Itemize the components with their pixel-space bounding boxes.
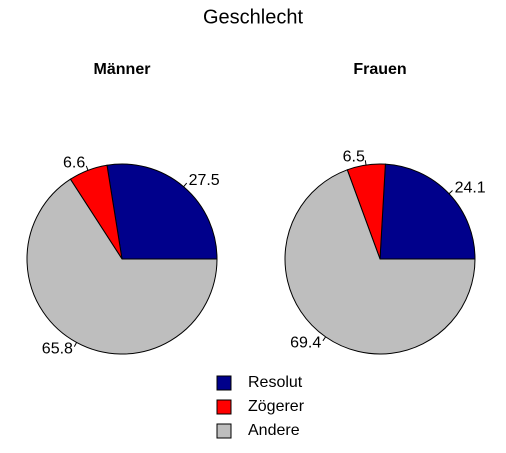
label-tick (183, 182, 188, 188)
slice-label: 24.1 (455, 180, 486, 197)
label-tick (85, 165, 89, 171)
slice-label: 65.8 (42, 340, 73, 357)
legend-swatch (216, 399, 232, 415)
slice-label: 27.5 (189, 172, 220, 189)
pie-slice (106, 163, 218, 260)
label-tick (73, 342, 78, 347)
label-tick (364, 160, 367, 166)
slice-label: 6.5 (343, 149, 365, 166)
label-tick (448, 190, 453, 195)
legend-label: Resolut (248, 374, 303, 391)
slice-label: 6.6 (63, 154, 85, 171)
pie-slice (379, 163, 476, 260)
legend-label: Andere (248, 422, 300, 439)
legend-label: Zögerer (248, 398, 305, 415)
pie-title: Frauen (353, 61, 406, 78)
legend-swatch (216, 423, 232, 439)
pie-slice (26, 178, 218, 355)
chart-title: Geschlecht (203, 6, 303, 28)
slice-label: 69.4 (290, 334, 321, 351)
legend-swatch (216, 375, 232, 391)
pie-slice (284, 169, 476, 355)
pie-title: Männer (94, 61, 151, 78)
label-tick (322, 336, 327, 342)
